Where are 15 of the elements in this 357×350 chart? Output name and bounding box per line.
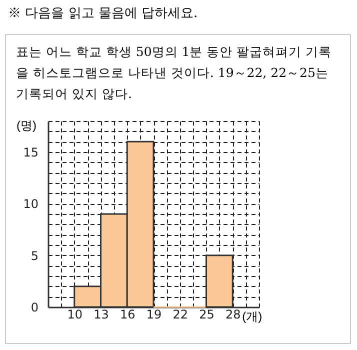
y-tick-label: 15	[23, 146, 38, 160]
y-axis-title: (명)	[16, 118, 36, 132]
x-tick-label: 10	[67, 308, 83, 322]
x-tick-label: 22	[172, 308, 188, 322]
x-tick-label: 28	[225, 308, 241, 322]
y-tick-label: 0	[30, 300, 38, 314]
chart-title: ※ 다음을 읽고 물음에 답하세요.	[8, 5, 198, 22]
x-tick-label: 13	[94, 308, 109, 322]
x-tick-label: 25	[199, 308, 214, 322]
x-tick-label: 16	[120, 308, 136, 322]
x-tick-label: 19	[146, 308, 162, 322]
y-tick-label: 5	[30, 248, 38, 263]
chart-subtitle: 표는 어느 학교 학생 50명의 1분 동안 팔굽혀펴기 기록을 히스토그램으로 나타낸 것이다. 19～22, 22～25는 기록되어 있지 않다.	[16, 43, 333, 103]
x-axis-title: (개)	[242, 310, 262, 324]
y-tick-label: 10	[23, 197, 38, 212]
